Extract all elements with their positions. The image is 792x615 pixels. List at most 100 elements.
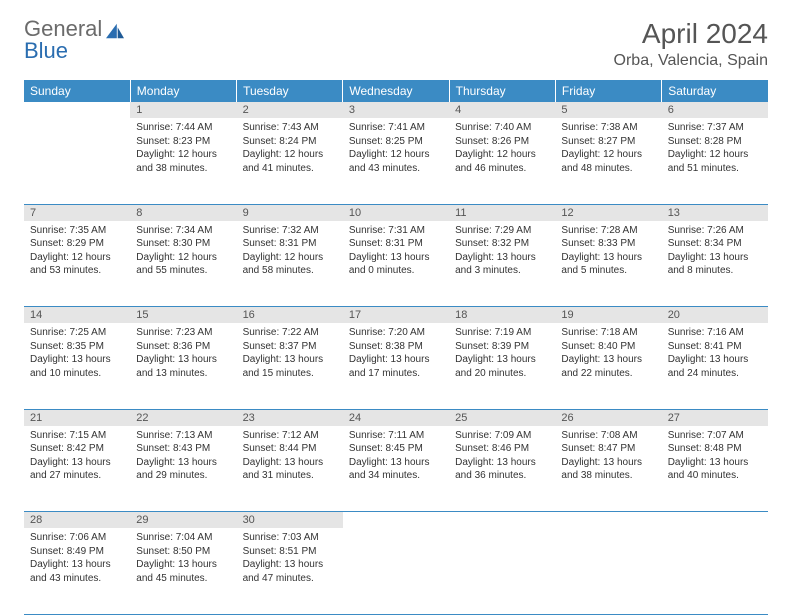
day-cell-body: [662, 528, 768, 614]
day-detail-line: Daylight: 13 hours: [136, 353, 230, 367]
day-detail-line: Sunrise: 7:37 AM: [668, 121, 762, 135]
day-cell-body: Sunrise: 7:38 AMSunset: 8:27 PMDaylight:…: [555, 118, 661, 204]
day-number: 19: [555, 307, 661, 323]
day-cell-header: 13: [662, 204, 768, 221]
day-details: Sunrise: 7:19 AMSunset: 8:39 PMDaylight:…: [449, 323, 555, 384]
day-detail-line: Daylight: 13 hours: [136, 558, 230, 572]
weekday-monday: Monday: [130, 80, 236, 102]
day-detail-line: Sunrise: 7:44 AM: [136, 121, 230, 135]
day-detail-line: Sunrise: 7:32 AM: [243, 224, 337, 238]
day-detail-line: Daylight: 12 hours: [668, 148, 762, 162]
day-cell-header: 27: [662, 409, 768, 426]
day-detail-line: Daylight: 13 hours: [668, 456, 762, 470]
day-cell-header: 2: [237, 102, 343, 118]
day-detail-line: and 31 minutes.: [243, 469, 337, 483]
daynum-row: 21222324252627: [24, 409, 768, 426]
day-details: Sunrise: 7:31 AMSunset: 8:31 PMDaylight:…: [343, 221, 449, 282]
day-detail-line: Daylight: 13 hours: [136, 456, 230, 470]
day-detail-line: Sunset: 8:37 PM: [243, 340, 337, 354]
day-cell-header: 7: [24, 204, 130, 221]
day-detail-line: Daylight: 13 hours: [349, 353, 443, 367]
day-number: 5: [555, 102, 661, 118]
day-detail-line: Sunrise: 7:35 AM: [30, 224, 124, 238]
day-detail-line: Sunrise: 7:43 AM: [243, 121, 337, 135]
day-number: 26: [555, 410, 661, 426]
day-cell-header: [343, 512, 449, 529]
day-detail-line: and 51 minutes.: [668, 162, 762, 176]
day-detail-line: Sunset: 8:35 PM: [30, 340, 124, 354]
day-number: 2: [237, 102, 343, 118]
day-cell-header: 3: [343, 102, 449, 118]
day-detail-line: and 29 minutes.: [136, 469, 230, 483]
day-number: 30: [237, 512, 343, 528]
day-detail-line: Sunset: 8:38 PM: [349, 340, 443, 354]
day-cell-body: Sunrise: 7:29 AMSunset: 8:32 PMDaylight:…: [449, 221, 555, 307]
day-detail-line: Daylight: 13 hours: [561, 353, 655, 367]
logo-text-general: General: [24, 18, 102, 40]
day-detail-line: Sunset: 8:24 PM: [243, 135, 337, 149]
day-detail-line: Sunrise: 7:20 AM: [349, 326, 443, 340]
day-detail-line: Daylight: 13 hours: [243, 558, 337, 572]
day-detail-line: Daylight: 12 hours: [136, 148, 230, 162]
day-number: 23: [237, 410, 343, 426]
day-detail-line: Sunrise: 7:19 AM: [455, 326, 549, 340]
day-detail-line: Sunset: 8:49 PM: [30, 545, 124, 559]
day-detail-line: Daylight: 13 hours: [243, 353, 337, 367]
day-cell-body: Sunrise: 7:26 AMSunset: 8:34 PMDaylight:…: [662, 221, 768, 307]
day-detail-line: and 5 minutes.: [561, 264, 655, 278]
day-details: Sunrise: 7:07 AMSunset: 8:48 PMDaylight:…: [662, 426, 768, 487]
day-detail-line: Daylight: 13 hours: [349, 456, 443, 470]
day-cell-header: [24, 102, 130, 118]
day-detail-line: and 45 minutes.: [136, 572, 230, 586]
day-detail-line: Sunset: 8:30 PM: [136, 237, 230, 251]
day-number: 15: [130, 307, 236, 323]
day-number: 8: [130, 205, 236, 221]
day-number: 9: [237, 205, 343, 221]
day-detail-line: Sunrise: 7:15 AM: [30, 429, 124, 443]
day-cell-header: 19: [555, 307, 661, 324]
day-details: Sunrise: 7:29 AMSunset: 8:32 PMDaylight:…: [449, 221, 555, 282]
day-detail-line: Sunrise: 7:29 AM: [455, 224, 549, 238]
day-detail-line: and 15 minutes.: [243, 367, 337, 381]
day-number: 1: [130, 102, 236, 118]
day-detail-line: Sunset: 8:34 PM: [668, 237, 762, 251]
day-details: Sunrise: 7:09 AMSunset: 8:46 PMDaylight:…: [449, 426, 555, 487]
day-number: 11: [449, 205, 555, 221]
day-details: Sunrise: 7:04 AMSunset: 8:50 PMDaylight:…: [130, 528, 236, 589]
day-number: 25: [449, 410, 555, 426]
day-cell-body: [343, 528, 449, 614]
day-cell-body: Sunrise: 7:44 AMSunset: 8:23 PMDaylight:…: [130, 118, 236, 204]
day-cell-header: 22: [130, 409, 236, 426]
day-cell-header: [662, 512, 768, 529]
day-detail-line: Sunrise: 7:13 AM: [136, 429, 230, 443]
day-number: 29: [130, 512, 236, 528]
day-cell-body: Sunrise: 7:41 AMSunset: 8:25 PMDaylight:…: [343, 118, 449, 204]
day-detail-line: Daylight: 12 hours: [561, 148, 655, 162]
daynum-row: 282930: [24, 512, 768, 529]
day-detail-line: Sunrise: 7:25 AM: [30, 326, 124, 340]
day-detail-line: and 36 minutes.: [455, 469, 549, 483]
day-cell-body: Sunrise: 7:19 AMSunset: 8:39 PMDaylight:…: [449, 323, 555, 409]
day-detail-line: and 46 minutes.: [455, 162, 549, 176]
day-detail-line: Sunrise: 7:41 AM: [349, 121, 443, 135]
day-cell-header: 20: [662, 307, 768, 324]
day-cell-body: Sunrise: 7:12 AMSunset: 8:44 PMDaylight:…: [237, 426, 343, 512]
day-details: Sunrise: 7:26 AMSunset: 8:34 PMDaylight:…: [662, 221, 768, 282]
day-cell-header: 25: [449, 409, 555, 426]
day-detail-line: Sunrise: 7:34 AM: [136, 224, 230, 238]
day-cell-header: 15: [130, 307, 236, 324]
daynum-row: 78910111213: [24, 204, 768, 221]
day-details: Sunrise: 7:15 AMSunset: 8:42 PMDaylight:…: [24, 426, 130, 487]
day-details: [662, 528, 768, 535]
day-details: Sunrise: 7:18 AMSunset: 8:40 PMDaylight:…: [555, 323, 661, 384]
day-detail-line: Sunset: 8:25 PM: [349, 135, 443, 149]
day-detail-line: and 41 minutes.: [243, 162, 337, 176]
day-cell-header: 24: [343, 409, 449, 426]
day-details: Sunrise: 7:32 AMSunset: 8:31 PMDaylight:…: [237, 221, 343, 282]
day-detail-line: and 38 minutes.: [136, 162, 230, 176]
day-detail-line: Sunrise: 7:16 AM: [668, 326, 762, 340]
day-detail-line: Sunset: 8:48 PM: [668, 442, 762, 456]
weekday-saturday: Saturday: [662, 80, 768, 102]
day-cell-header: 11: [449, 204, 555, 221]
day-cell-body: [24, 118, 130, 204]
